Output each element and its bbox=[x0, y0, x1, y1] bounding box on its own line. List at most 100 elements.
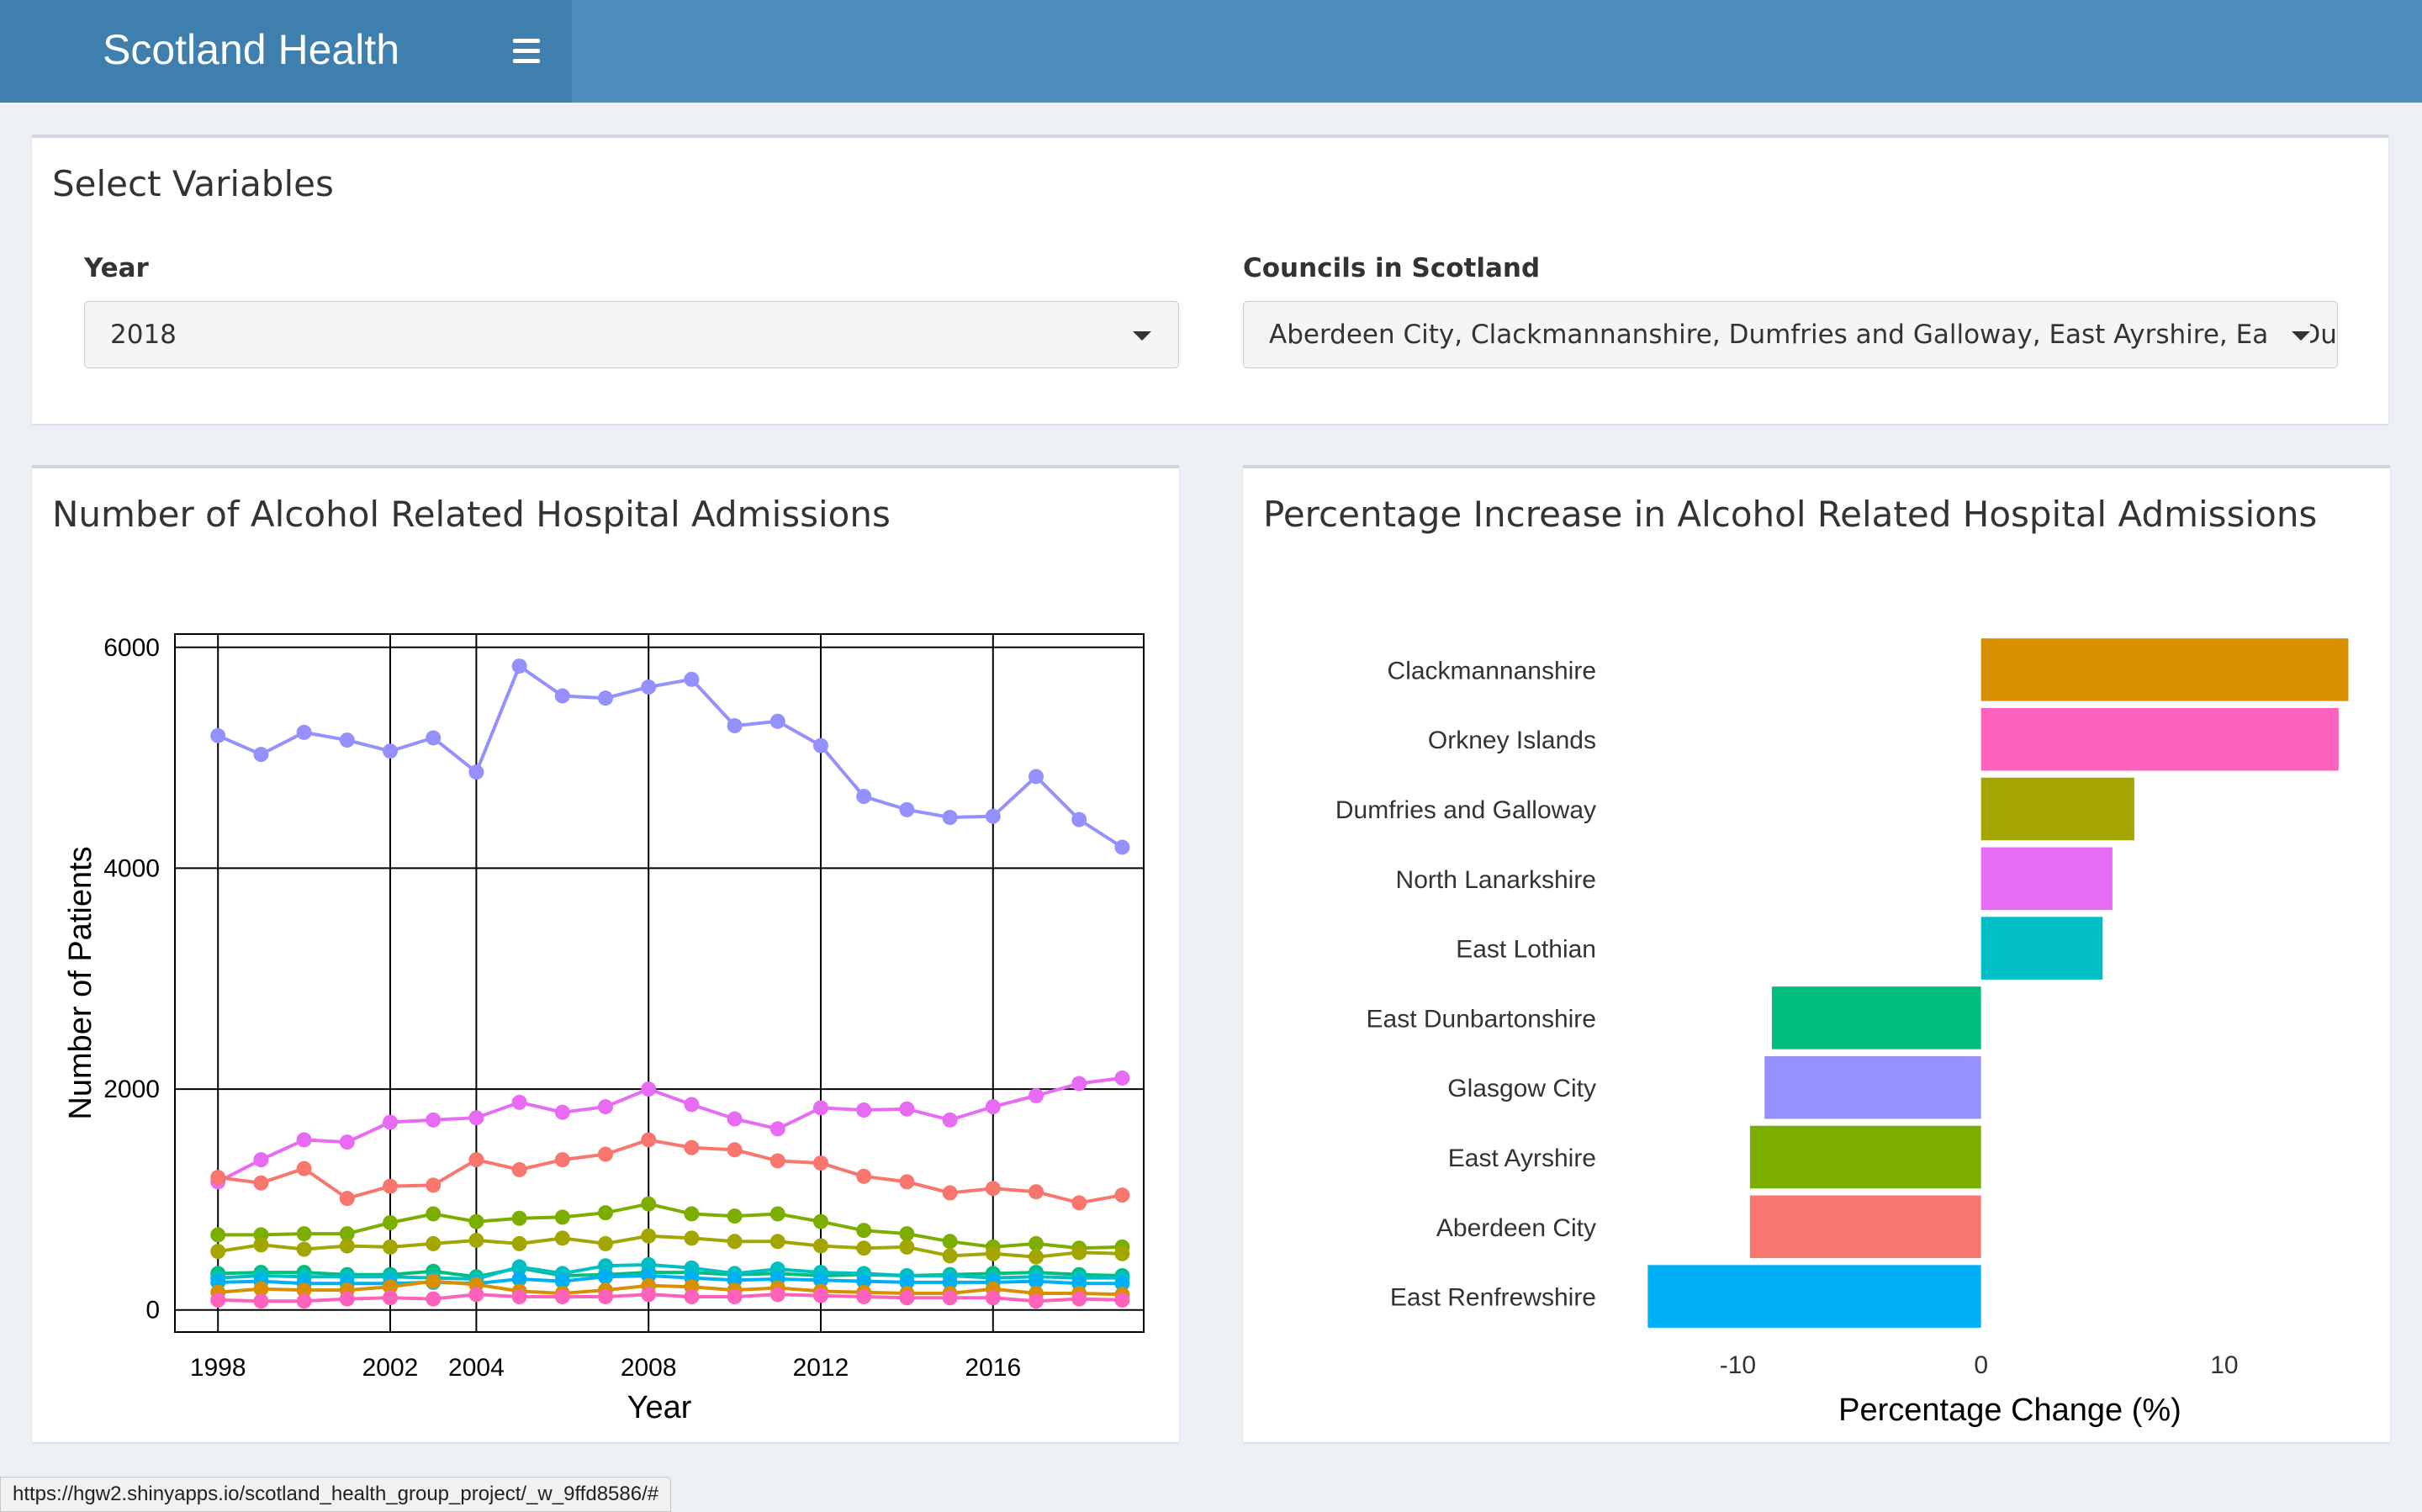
data-point bbox=[253, 1152, 269, 1168]
data-point bbox=[210, 1227, 226, 1243]
sidebar-toggle-button[interactable] bbox=[503, 30, 545, 72]
data-point bbox=[899, 1239, 915, 1255]
data-point bbox=[598, 1205, 613, 1221]
year-select[interactable]: 2018 bbox=[84, 301, 1179, 368]
year-label: Year bbox=[84, 253, 149, 283]
data-point bbox=[856, 1273, 872, 1289]
x-tick-label: -10 bbox=[1720, 1351, 1756, 1379]
data-point bbox=[985, 1290, 1001, 1306]
data-point bbox=[426, 1235, 442, 1251]
category-label: East Lothian bbox=[1456, 936, 1596, 964]
data-point bbox=[985, 1099, 1001, 1115]
data-point bbox=[253, 1281, 269, 1297]
data-point bbox=[296, 1226, 312, 1242]
data-point bbox=[727, 1142, 743, 1158]
data-point bbox=[1114, 1187, 1130, 1203]
category-label: East Dunbartonshire bbox=[1367, 1005, 1597, 1033]
data-point bbox=[1071, 1245, 1087, 1261]
data-point bbox=[339, 1238, 355, 1254]
data-point bbox=[468, 1110, 484, 1126]
data-point bbox=[727, 1288, 743, 1304]
data-point bbox=[468, 1152, 484, 1168]
category-label: Aberdeen City bbox=[1436, 1214, 1596, 1242]
status-bar-url: https://hgw2.shinyapps.io/scotland_healt… bbox=[0, 1477, 672, 1512]
bar bbox=[1771, 986, 1981, 1049]
y-axis-title: Number of Patients bbox=[63, 846, 98, 1119]
data-point bbox=[511, 1271, 527, 1287]
data-point bbox=[641, 1228, 657, 1244]
y-tick-label: 4000 bbox=[103, 854, 160, 882]
data-point bbox=[1029, 1249, 1044, 1265]
data-point bbox=[511, 1210, 527, 1226]
data-point bbox=[899, 1226, 915, 1242]
data-point bbox=[727, 1208, 743, 1224]
y-tick-label: 0 bbox=[145, 1297, 160, 1324]
data-point bbox=[511, 1259, 527, 1275]
data-point bbox=[641, 1287, 657, 1303]
data-point bbox=[598, 1235, 613, 1251]
data-point bbox=[942, 1274, 958, 1290]
category-label: Clackmannanshire bbox=[1388, 657, 1596, 685]
data-point bbox=[210, 1292, 226, 1308]
app-logo[interactable]: Scotland Health bbox=[0, 0, 572, 103]
bar-chart[interactable]: Clackmannanshire Orkney Islands Dumfries a… bbox=[1243, 468, 2390, 1435]
data-point bbox=[727, 718, 743, 734]
data-point bbox=[511, 1288, 527, 1304]
data-point bbox=[598, 1258, 613, 1274]
x-tick-label: 10 bbox=[2210, 1351, 2238, 1379]
data-point bbox=[554, 688, 570, 704]
data-point bbox=[1114, 839, 1130, 855]
data-point bbox=[1029, 1087, 1044, 1103]
data-point bbox=[554, 1273, 570, 1289]
councils-select[interactable]: Aberdeen City, Clackmannanshire, Dumfrie… bbox=[1243, 301, 2338, 368]
data-point bbox=[1071, 812, 1087, 827]
series-line bbox=[218, 1273, 1123, 1286]
data-point bbox=[684, 1206, 700, 1222]
data-point bbox=[383, 1290, 398, 1306]
data-point bbox=[1114, 1070, 1130, 1086]
data-point bbox=[426, 1177, 442, 1193]
data-point bbox=[253, 1293, 269, 1309]
data-point bbox=[813, 1272, 828, 1288]
data-point bbox=[296, 724, 312, 740]
app-title[interactable]: Scotland Health bbox=[103, 26, 400, 73]
bar bbox=[1980, 917, 2103, 980]
data-point bbox=[641, 1196, 657, 1212]
series-line bbox=[217, 1234, 1123, 1259]
data-point bbox=[253, 1237, 269, 1253]
data-point bbox=[210, 1170, 226, 1186]
data-point bbox=[511, 658, 527, 674]
data-point bbox=[899, 1274, 915, 1290]
x-tick-label: 2008 bbox=[621, 1354, 677, 1382]
data-point bbox=[899, 801, 915, 817]
category-label: North Lanarkshire bbox=[1396, 866, 1596, 894]
x-tick-label: 2004 bbox=[448, 1354, 505, 1382]
data-point bbox=[210, 727, 226, 743]
bar bbox=[1980, 638, 2349, 701]
data-point bbox=[813, 1213, 828, 1229]
data-point bbox=[899, 1290, 915, 1306]
data-point bbox=[985, 1245, 1001, 1261]
data-point bbox=[383, 1214, 398, 1230]
data-point bbox=[684, 1139, 700, 1155]
series-line bbox=[218, 1262, 1123, 1282]
data-point bbox=[383, 743, 398, 759]
category-label: Dumfries and Galloway bbox=[1335, 796, 1596, 824]
data-point bbox=[856, 1240, 872, 1256]
data-point bbox=[296, 1132, 312, 1148]
data-point bbox=[468, 1213, 484, 1229]
data-point bbox=[598, 690, 613, 706]
data-point bbox=[684, 671, 700, 687]
line-chart-box: Number of Alcohol Related Hospital Admis… bbox=[32, 465, 1179, 1442]
data-point bbox=[296, 1293, 312, 1309]
series-line bbox=[217, 1076, 1123, 1184]
menu-icon-bar bbox=[513, 59, 540, 63]
plot-area bbox=[174, 633, 1145, 1333]
data-point bbox=[253, 1175, 269, 1191]
data-point bbox=[383, 1279, 398, 1295]
data-point bbox=[1029, 1273, 1044, 1289]
line-chart[interactable]: 1998 2002 2004 2008 2012 2016 0 2000 4000 6000 Yea… bbox=[32, 468, 1179, 1435]
data-point bbox=[468, 764, 484, 780]
line-chart-panel-title: Number of Alcohol Related Hospital Admis… bbox=[52, 494, 891, 535]
data-point bbox=[727, 1111, 743, 1127]
